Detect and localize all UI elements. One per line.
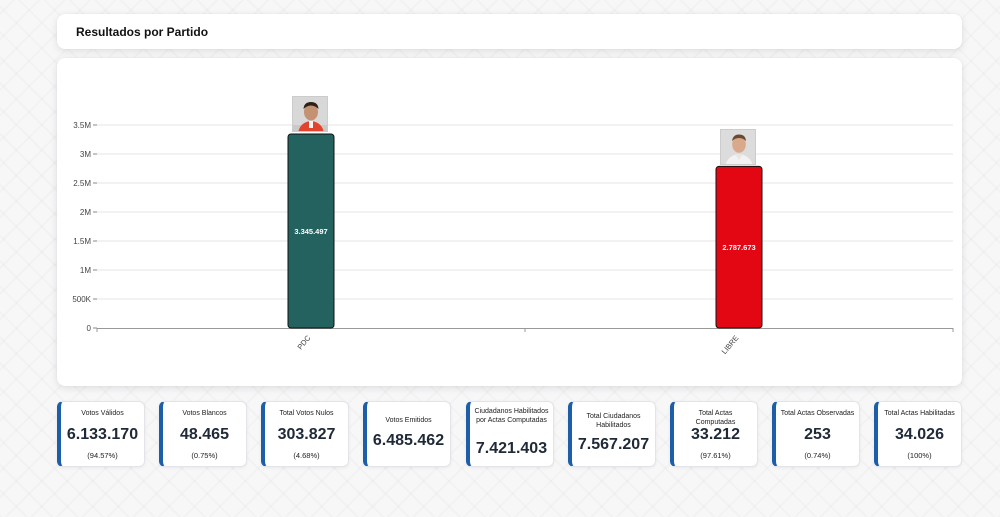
stat-label: Votos Válidos [81, 410, 124, 417]
stat-percentage: (0.75%) [191, 451, 218, 460]
y-tick-label: 3M [80, 150, 91, 159]
stat-value: 253 [804, 426, 831, 443]
stat-value: 48.465 [180, 426, 229, 443]
stat-label: Total Actas Observadas [780, 410, 855, 417]
stat-percentage: (4.68%) [293, 451, 320, 460]
stat-card: Total Actas Computadas 33.212 (97.61%) [670, 401, 758, 467]
y-tick-label: 500K [72, 295, 91, 304]
x-category-label: LIBRE [720, 334, 741, 356]
stat-label: Total Ciudadanos Habilitados [586, 413, 641, 429]
stat-card: Total Ciudadanos Habilitados 7.567.207 [568, 401, 656, 467]
bar-libre [715, 165, 763, 329]
stat-card: Total Actas Observadas 253 (0.74%) [772, 401, 860, 467]
stat-value: 7.421.403 [475, 440, 548, 457]
stat-label: Total Votos Nulos [279, 410, 334, 417]
stat-value: 34.026 [895, 426, 944, 443]
stat-card: Votos Emitidos 6.485.462 [363, 401, 451, 467]
stat-percentage: (97.61%) [700, 451, 731, 460]
stat-card: Ciudadanos Habilitados por Actas Computa… [466, 401, 554, 467]
bar-pdc [287, 133, 335, 329]
stat-value: 6.485.462 [372, 432, 445, 449]
bar-value-label: 2.787.673 [722, 243, 755, 252]
stat-value: 6.133.170 [66, 426, 139, 443]
y-tick-label: 1M [80, 266, 91, 275]
candidate-photo-libre [720, 129, 756, 165]
stat-value: 303.827 [277, 426, 336, 443]
section-title: Resultados por Partido [76, 25, 209, 39]
y-tick-label: 0 [87, 324, 92, 333]
bar-value-label: 3.345.497 [294, 227, 327, 236]
bar-chart: 0 500K 1M 1.5M 2M 2.5M 3M 3.5M 3.345.497 PDC 2.787… [72, 121, 954, 356]
stat-card: Votos Válidos 6.133.170 (94.57%) [57, 401, 145, 467]
stat-percentage: (0.74%) [804, 451, 831, 460]
stat-label: Total Actas Computadas [695, 410, 736, 426]
y-tick-label: 2.5M [73, 179, 91, 188]
bar-chart-card: 0 500K 1M 1.5M 2M 2.5M 3M 3.5M 3.345.497 PDC 2.787… [57, 58, 962, 386]
y-tick-label: 3.5M [73, 121, 91, 130]
stat-label: Votos Emitidos [385, 417, 432, 424]
stat-label: Total Actas Habilitadas [884, 410, 955, 417]
stat-card: Total Votos Nulos 303.827 (4.68%) [261, 401, 349, 467]
stat-percentage: (94.57%) [87, 451, 118, 460]
stat-card: Total Actas Habilitadas 34.026 (100%) [874, 401, 962, 467]
stat-label: Ciudadanos Habilitados por Actas Computa… [474, 408, 549, 424]
y-tick-label: 2M [80, 208, 91, 217]
x-category-label: PDC [295, 333, 312, 351]
stat-label: Votos Blancos [182, 410, 227, 417]
y-tick-label: 1.5M [73, 237, 91, 246]
stat-value: 7.567.207 [577, 436, 650, 453]
stat-percentage: (100%) [907, 451, 932, 460]
section-header: Resultados por Partido [57, 14, 962, 49]
candidate-photo-pdc [292, 96, 328, 132]
stat-value: 33.212 [691, 426, 740, 443]
stat-card: Votos Blancos 48.465 (0.75%) [159, 401, 247, 467]
